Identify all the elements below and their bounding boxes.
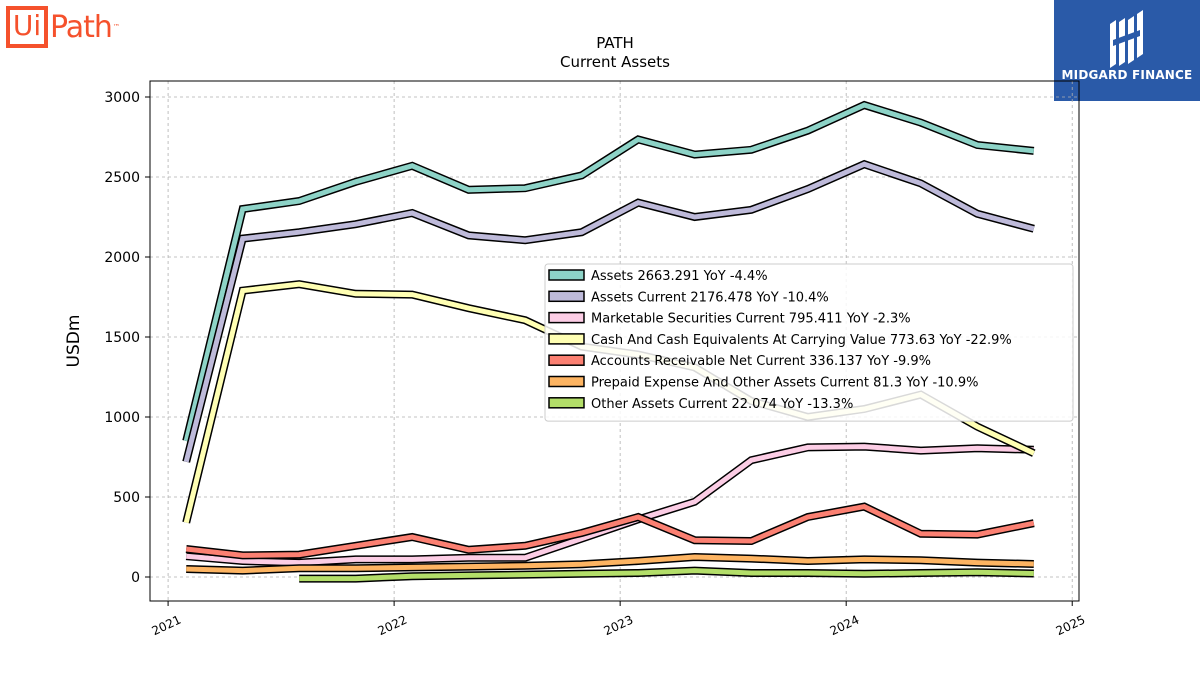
legend-label: Assets Current 2176.478 YoY -10.4%: [591, 290, 829, 305]
midgard-finance-text: MIDGARD FINANCE: [1061, 68, 1193, 82]
series-line: [185, 444, 1034, 566]
legend-label: Assets 2663.291 YoY -4.4%: [591, 269, 768, 284]
uipath-logo: Ui Path ™: [6, 6, 120, 48]
uipath-logo-tm: ™: [112, 23, 120, 31]
series-line: [186, 554, 1034, 574]
y-tick-label: 2000: [104, 250, 140, 266]
legend-swatch: [548, 311, 585, 324]
x-tick-label: 2021: [150, 613, 184, 639]
x-tick-label: 2025: [1054, 613, 1088, 639]
series-line: [183, 102, 1035, 442]
x-tick-label: 2022: [376, 613, 410, 639]
y-axis-label: USDm: [64, 315, 84, 368]
legend-swatch: [548, 397, 585, 409]
series-line: [299, 568, 1034, 582]
y-tick-label: 3000: [104, 90, 140, 106]
series-line: [185, 503, 1035, 558]
legend-label: Cash And Cash Equivalents At Carrying Va…: [591, 333, 1012, 348]
midgard-mark-icon: [1110, 10, 1143, 68]
midgard-finance-logo: MIDGARD FINANCE: [1054, 0, 1200, 101]
y-tick-label: 0: [131, 570, 140, 586]
y-tick-label: 1000: [104, 410, 140, 426]
legend-swatch: [548, 375, 585, 388]
x-tick-label: 2023: [602, 613, 636, 639]
legend-label: Accounts Receivable Net Current 336.137 …: [591, 354, 931, 369]
uipath-logo-box: Ui: [6, 6, 48, 48]
legend-label: Other Assets Current 22.074 YoY -13.3%: [591, 397, 853, 412]
y-tick-label: 500: [113, 490, 140, 506]
y-tick-label: 2500: [104, 170, 140, 186]
legend-label: Prepaid Expense And Other Assets Current…: [591, 376, 978, 391]
series-line-outline: [185, 442, 1034, 567]
legend-swatch: [548, 290, 585, 303]
y-tick-label: 1500: [104, 330, 140, 346]
legend-swatch: [548, 333, 585, 345]
plot-frame: [149, 80, 1080, 602]
legend-swatch: [548, 354, 585, 366]
chart-title: PATH: [596, 34, 634, 52]
x-tick-label: 2024: [828, 613, 862, 639]
chart-subtitle: Current Assets: [560, 53, 670, 71]
legend-box: [544, 263, 1074, 422]
series-line: [183, 161, 1035, 463]
uipath-logo-text: Path: [50, 9, 113, 45]
legend-swatch: [548, 269, 585, 281]
legend-label: Marketable Securities Current 795.411 Yo…: [591, 312, 911, 327]
